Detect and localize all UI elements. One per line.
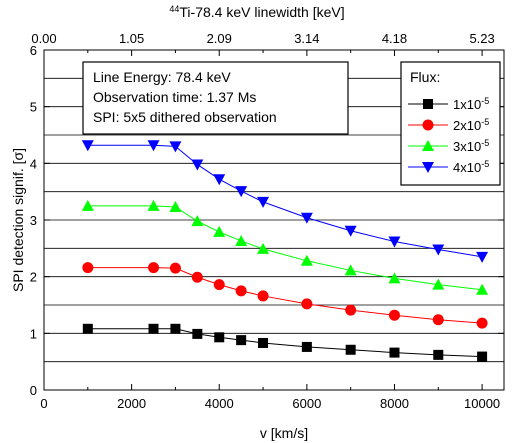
data-point	[345, 344, 356, 355]
data-point	[432, 244, 445, 256]
series-1	[82, 323, 488, 362]
data-point	[476, 251, 489, 263]
legend-marker	[422, 119, 434, 131]
data-point	[147, 140, 160, 152]
legend-entry: 1x10-5	[408, 96, 489, 112]
data-point	[82, 323, 93, 334]
legend-marker	[422, 162, 434, 173]
legend-label: 2x10-5	[453, 117, 489, 133]
data-point	[235, 285, 247, 297]
y-tick-label: 0	[30, 383, 37, 398]
x-tick-label: 10000	[464, 396, 500, 411]
top-tick-label: 5.23	[469, 31, 494, 46]
top-tick-label: 1.05	[119, 31, 144, 46]
data-point	[389, 347, 400, 358]
y-tick-label: 2	[30, 270, 37, 285]
y-tick-label: 4	[30, 156, 37, 171]
x-tick-label: 6000	[292, 396, 321, 411]
data-point	[257, 290, 269, 302]
legend-label: 4x10-5	[453, 159, 489, 175]
data-point	[192, 328, 203, 339]
top-tick-label: 4.18	[382, 31, 407, 46]
x-tick-label: 0	[40, 396, 47, 411]
data-point	[344, 264, 357, 276]
legend-entry: 3x10-5	[408, 138, 489, 154]
data-point	[388, 309, 400, 321]
legend-entry: 4x10-5	[408, 159, 489, 175]
data-point	[213, 174, 226, 186]
data-point	[191, 159, 204, 171]
data-point	[169, 262, 181, 274]
top-axis-title: 44Ti-78.4 keV linewidth [keV]	[169, 4, 344, 20]
data-point	[344, 225, 357, 237]
data-point	[258, 337, 269, 348]
data-point	[148, 262, 160, 274]
data-point	[213, 279, 225, 291]
data-point	[300, 212, 313, 224]
legend-label: 1x10-5	[453, 96, 489, 112]
info-observation-time: Observation time: 1.37 Ms	[93, 89, 256, 105]
data-point	[345, 304, 357, 316]
data-point	[433, 349, 444, 360]
legend-label: 3x10-5	[453, 138, 489, 154]
series-line	[87, 144, 483, 258]
data-point	[81, 199, 94, 211]
axes: 0 2000 4000 6000 8000 10000 0.00 1.05 2.09 3.14 4.…	[30, 31, 504, 411]
data-point	[257, 196, 270, 208]
data-point	[170, 323, 181, 334]
data-point	[148, 323, 159, 334]
data-point	[388, 236, 401, 248]
x-tick-label: 4000	[205, 396, 234, 411]
data-point	[301, 298, 313, 310]
top-tick-label: 0.00	[31, 31, 56, 46]
y-axis-label: SPI detection signif. [σ]	[10, 148, 26, 292]
data-point	[476, 283, 489, 295]
series-line	[87, 205, 483, 291]
info-box: Line Energy: 78.4 keV Observation time: …	[82, 61, 349, 135]
data-point	[214, 332, 225, 343]
info-line-energy: Line Energy: 78.4 keV	[93, 69, 231, 85]
legend-title: Flux:	[410, 69, 440, 85]
top-tick-label: 2.09	[207, 31, 232, 46]
data-point	[147, 199, 160, 211]
data-point	[432, 314, 444, 326]
series-line	[87, 267, 483, 324]
x-tick-label: 2000	[117, 396, 146, 411]
data-point	[213, 225, 226, 237]
y-tick-label: 6	[30, 43, 37, 58]
legend-marker	[423, 99, 433, 109]
data-point	[235, 234, 248, 246]
data-point	[301, 341, 312, 352]
data-point	[235, 186, 248, 198]
x-tick-label: 8000	[380, 396, 409, 411]
data-point	[169, 200, 182, 212]
legend: Flux: 1x10-5 2x10-5 3x10-5 4x10-5	[400, 61, 501, 186]
data-point	[191, 271, 203, 283]
top-tick-label: 3.14	[294, 31, 319, 46]
x-axis-label: v [km/s]	[260, 425, 308, 441]
data-point	[81, 140, 94, 152]
y-tick-label: 5	[30, 100, 37, 115]
data-point	[477, 351, 488, 362]
data-point	[300, 254, 313, 266]
legend-marker	[422, 140, 434, 151]
data-point	[388, 272, 401, 284]
y-tick-label: 1	[30, 326, 37, 341]
data-point	[169, 141, 182, 153]
data-point	[476, 317, 488, 329]
data-point	[236, 335, 247, 346]
data-point	[82, 262, 94, 274]
y-tick-label: 3	[30, 213, 37, 228]
data-point	[257, 242, 270, 254]
data-point	[191, 215, 204, 227]
series-3	[81, 199, 489, 295]
series-layer	[81, 140, 489, 362]
series-2	[82, 262, 488, 329]
data-point	[432, 278, 445, 290]
legend-entry: 2x10-5	[408, 117, 489, 133]
series-4	[81, 140, 489, 263]
info-spi-mode: SPI: 5x5 dithered observation	[93, 109, 277, 125]
